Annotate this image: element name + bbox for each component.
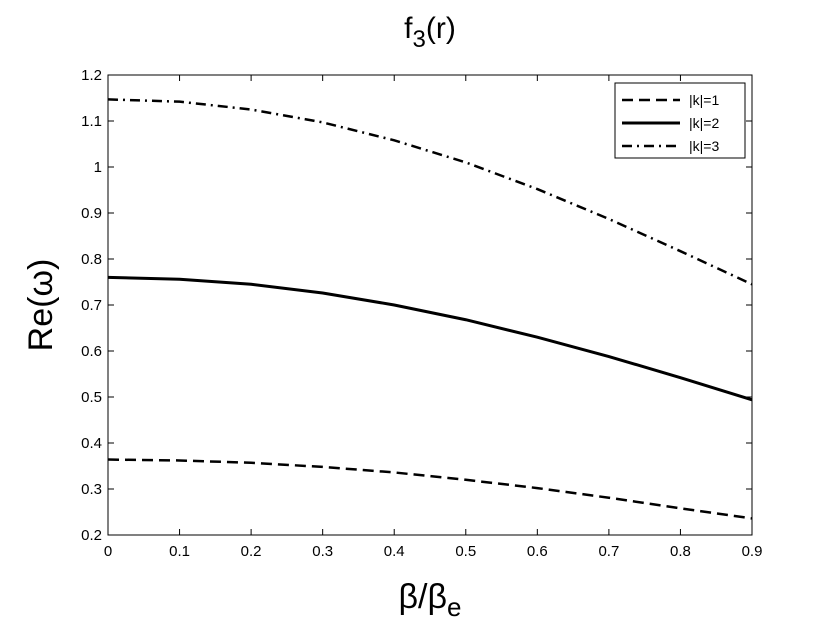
chart-title-tail: (r) xyxy=(426,12,456,45)
x-tick-label: 0.1 xyxy=(169,543,190,560)
y-tick-label: 1.1 xyxy=(81,113,102,130)
chart-title-subscript: 3 xyxy=(413,26,426,53)
y-tick-label: 0.8 xyxy=(81,251,102,268)
x-tick-label: 0.5 xyxy=(455,543,476,560)
y-tick-label: 1 xyxy=(94,159,102,176)
y-tick-label: 0.4 xyxy=(81,435,102,452)
x-tick-label: 0.4 xyxy=(384,543,405,560)
legend: |k|=1 |k|=2 |k|=3 xyxy=(614,82,746,159)
series-line-k1 xyxy=(107,458,753,520)
legend-label-k3: |k|=3 xyxy=(689,138,719,154)
y-tick-label: 0.7 xyxy=(81,297,102,314)
y-tick-label: 0.2 xyxy=(81,527,102,544)
y-tick-label: 0.6 xyxy=(81,343,102,360)
series-line-k3 xyxy=(107,98,753,286)
x-axis-label-subscript: e xyxy=(447,592,461,622)
x-tick-label: 0.9 xyxy=(742,543,763,560)
legend-label-k1: |k|=1 xyxy=(689,92,719,108)
x-tick-label: 0.2 xyxy=(241,543,262,560)
y-tick-label: 0.5 xyxy=(81,389,102,406)
chart-title-main: f xyxy=(404,12,413,45)
x-tick-label: 0 xyxy=(104,543,112,560)
x-tick-label: 0.6 xyxy=(527,543,548,560)
y-axis-label: Re(ω) xyxy=(22,259,60,352)
chart-title: f3(r) xyxy=(404,12,456,53)
x-axis-label-main: β/β xyxy=(398,578,447,616)
axis-ticks: 0 0.1 0.2 0.3 0.4 0.5 0.6 0.7 0.8 0.9 0.2 0.3 0.4 0.5… xyxy=(81,67,762,560)
legend-label-k2: |k|=2 xyxy=(689,115,719,131)
plot-frame xyxy=(107,74,753,536)
x-axis-label: β/βe xyxy=(398,578,461,622)
y-tick-label: 0.3 xyxy=(81,481,102,498)
series-line-k2 xyxy=(107,275,753,402)
series-layer xyxy=(107,98,753,520)
y-tick-label: 0.9 xyxy=(81,205,102,222)
x-tick-label: 0.3 xyxy=(312,543,333,560)
x-tick-label: 0.8 xyxy=(670,543,691,560)
x-tick-label: 0.7 xyxy=(598,543,619,560)
legend-box xyxy=(614,82,746,159)
y-tick-label: 1.2 xyxy=(81,67,102,84)
